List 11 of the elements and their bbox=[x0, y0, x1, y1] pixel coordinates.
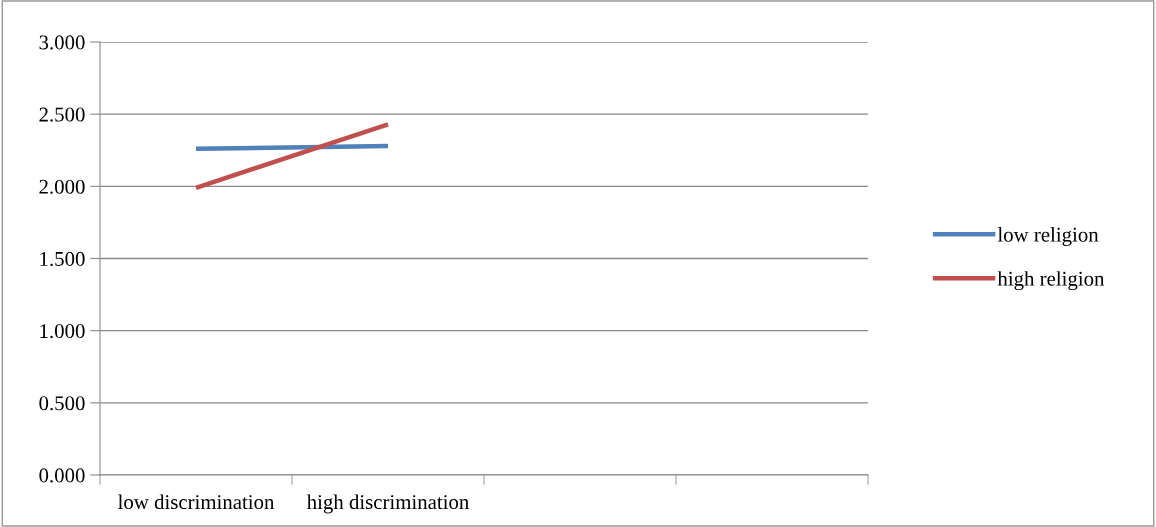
y-tick-label: 3.000 bbox=[39, 35, 85, 50]
y-tick-label: 2.500 bbox=[39, 107, 85, 122]
x-tick-label: low discrimination bbox=[118, 494, 275, 510]
y-tick-label: 0.500 bbox=[39, 396, 85, 411]
legend-label: low religion bbox=[997, 227, 1099, 246]
y-tick-label: 0.000 bbox=[39, 468, 85, 483]
y-tick-label: 2.000 bbox=[39, 179, 85, 194]
y-tick-label: 1.500 bbox=[40, 251, 85, 267]
y-tick-label: 1.000 bbox=[40, 324, 85, 339]
x-tick-label: high discrimination bbox=[306, 494, 469, 514]
legend-label: high religion bbox=[997, 271, 1105, 291]
